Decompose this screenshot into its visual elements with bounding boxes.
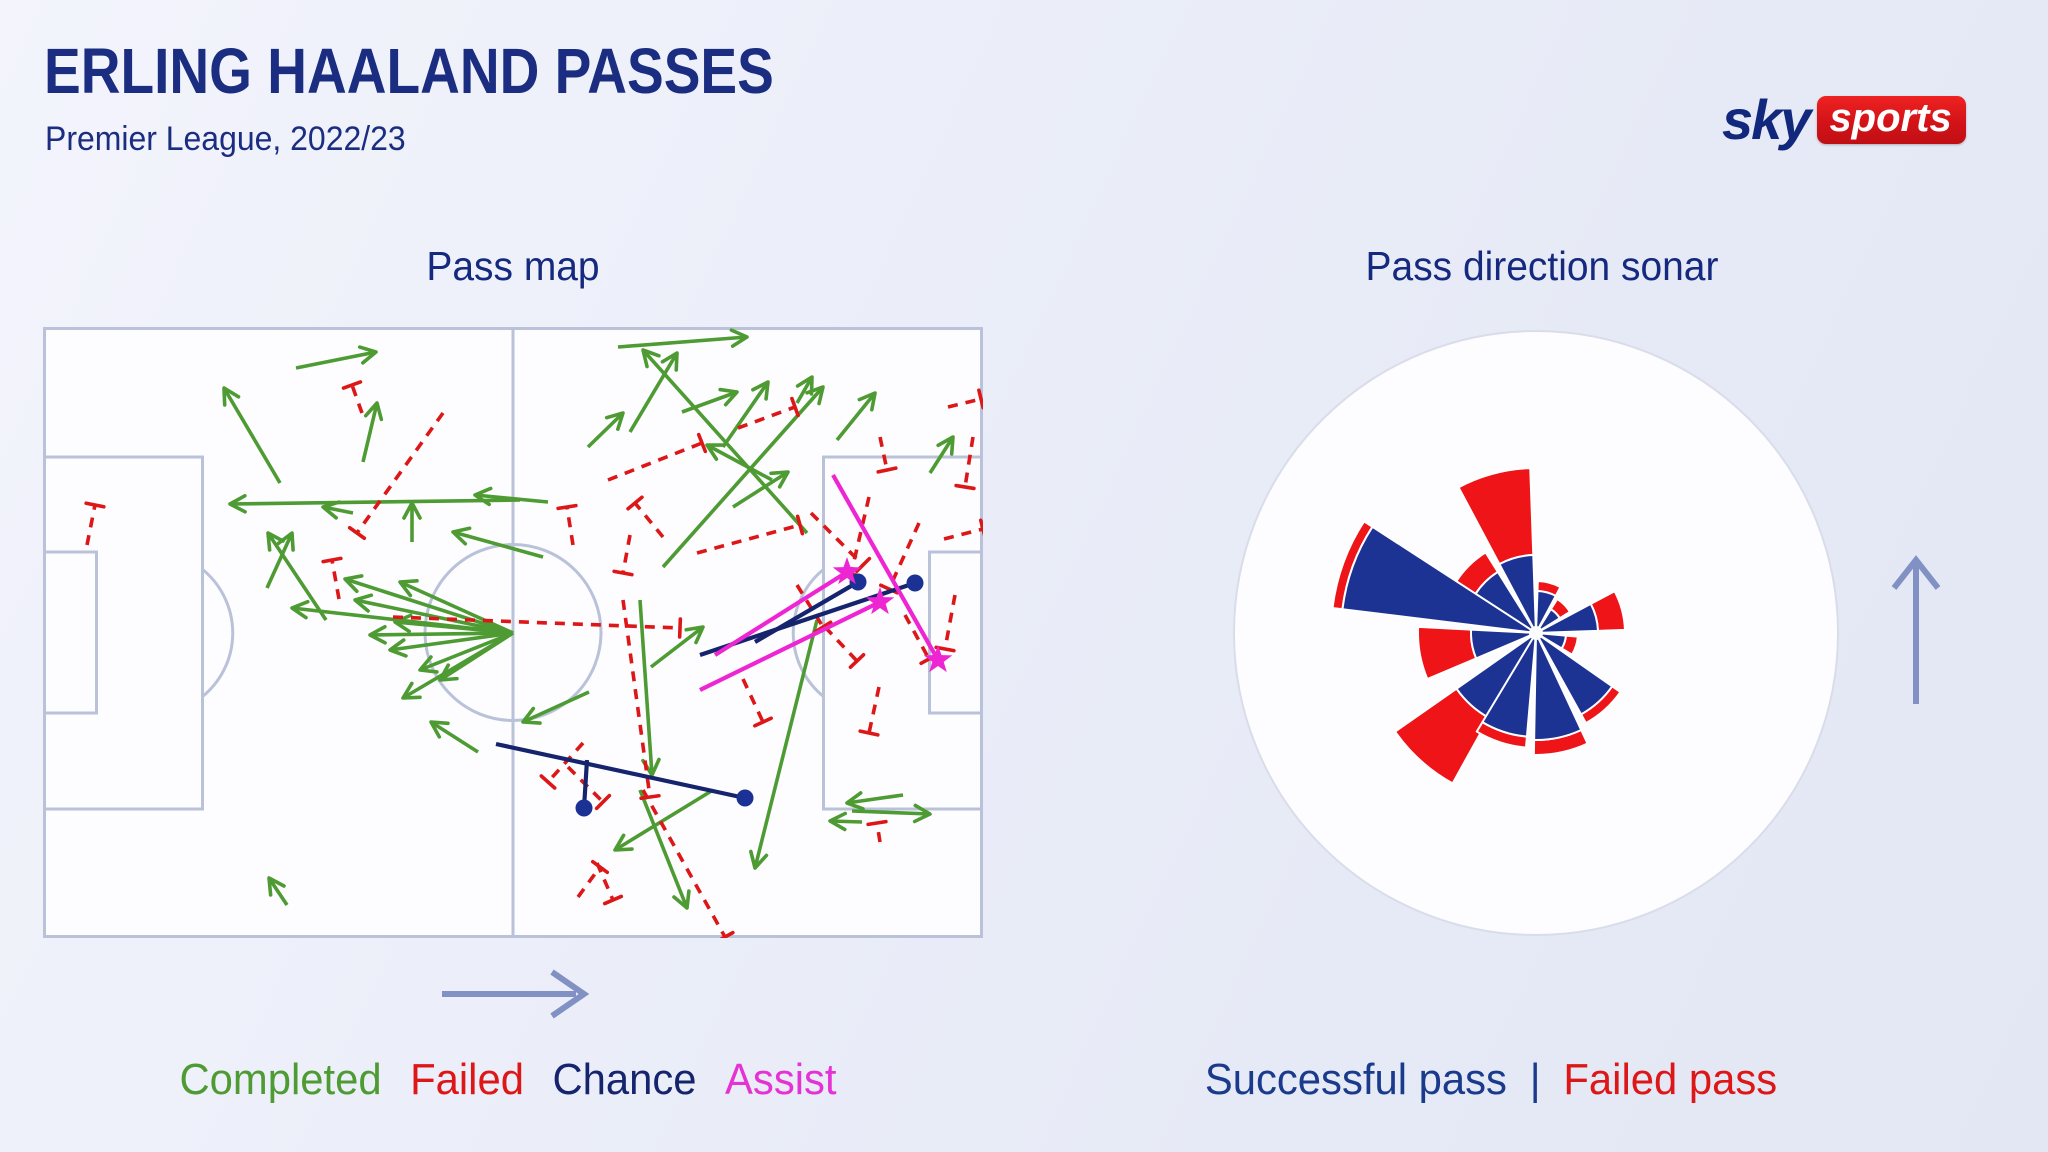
sports-logo-word: sports <box>1829 96 1952 140</box>
pass-map-chart <box>43 327 983 938</box>
legend-failed: Failed <box>410 1055 524 1104</box>
sky-sports-logo: sky sports <box>1722 92 1966 148</box>
pass-map-legend: Completed Failed Chance Assist <box>179 1055 836 1105</box>
pitch-svg <box>43 327 983 938</box>
legend-failed-pass: Failed pass <box>1563 1055 1778 1104</box>
sonar-sectors <box>1331 467 1626 785</box>
attack-direction-arrow-up <box>1886 552 1946 712</box>
sky-logo-word: sky <box>1722 88 1811 151</box>
legend-successful-pass: Successful pass <box>1204 1055 1507 1104</box>
up-arrow-icon <box>1891 555 1941 704</box>
right-arrow-icon <box>442 969 590 1019</box>
legend-chance: Chance <box>552 1055 697 1104</box>
legend-separator: | <box>1529 1055 1541 1104</box>
sonar-legend: Successful pass | Failed pass <box>1205 1055 1777 1105</box>
sonar-svg <box>1233 330 1839 936</box>
attack-direction-arrow-right <box>436 968 596 1020</box>
legend-completed: Completed <box>179 1055 382 1104</box>
assist-passes <box>699 473 953 692</box>
sonar-title: Pass direction sonar <box>1365 243 1719 289</box>
sonar-chart <box>1216 313 1856 953</box>
chance-passes <box>495 573 924 817</box>
page-subtitle: Premier League, 2022/23 <box>45 120 406 158</box>
sonar-background-circle <box>1233 330 1839 936</box>
completed-passes <box>222 328 955 910</box>
legend-assist: Assist <box>725 1055 837 1104</box>
pass-map-title: Pass map <box>426 243 600 289</box>
page-title: ERLING HAALAND PASSES <box>44 35 774 107</box>
failed-passes <box>84 380 983 938</box>
sports-logo-box: sports <box>1817 96 1966 144</box>
